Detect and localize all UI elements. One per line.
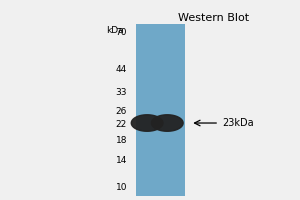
Text: 70: 70 [116,28,127,37]
Text: 44: 44 [116,65,127,74]
Text: kDa: kDa [106,26,124,35]
Text: 18: 18 [116,136,127,145]
Text: 26: 26 [116,107,127,116]
Bar [136,24,184,196]
Polygon shape [131,115,163,131]
Polygon shape [152,115,183,131]
Text: 23kDa: 23kDa [222,118,254,128]
Text: 22: 22 [116,120,127,129]
Text: 33: 33 [116,88,127,97]
Text: 10: 10 [116,183,127,192]
Text: 14: 14 [116,156,127,165]
Text: Western Blot: Western Blot [178,13,249,23]
